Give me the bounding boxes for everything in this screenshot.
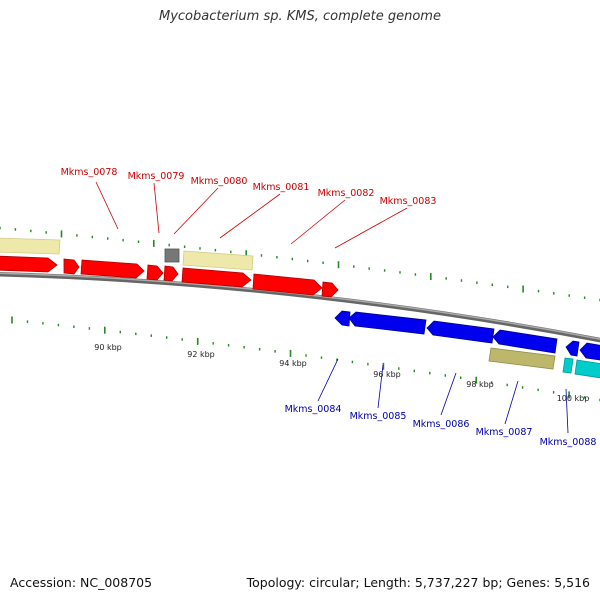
reverse-cds-track (334, 310, 600, 361)
reverse-gene-callout-line (504, 380, 519, 425)
scale-label-90kbp: 90 kbp (94, 343, 122, 352)
scale-label-100kbp: 100 kbp (557, 394, 590, 403)
gene-label-mkms-0082[interactable]: Mkms_0082 (318, 188, 375, 199)
forward-cds-arrow[interactable] (80, 259, 145, 279)
forward-cds-arrow[interactable] (0, 255, 58, 273)
rna-feature[interactable] (574, 359, 600, 379)
inner-tick-ring (11, 316, 600, 402)
reverse-cds-arrow[interactable] (334, 310, 351, 327)
forward-gene-callout-line (95, 181, 119, 230)
scale-label-94kbp: 94 kbp (279, 359, 307, 368)
reverse-gene-labels: Mkms_0084 Mkms_0085 Mkms_0086 Mkms_0087 … (285, 358, 597, 448)
gene-label-mkms-0080[interactable]: Mkms_0080 (191, 176, 248, 187)
gene-label-mkms-0084[interactable]: Mkms_0084 (285, 404, 342, 415)
reverse-gene-callout-line (317, 358, 339, 402)
rna-feature[interactable] (562, 357, 574, 374)
gene-label-mkms-0086[interactable]: Mkms_0086 (413, 419, 470, 430)
reverse-cds-arrow[interactable] (348, 311, 427, 335)
forward-cds-arrow[interactable] (63, 258, 80, 275)
gene-label-mkms-0083[interactable]: Mkms_0083 (380, 196, 437, 207)
gene-label-mkms-0078[interactable]: Mkms_0078 (61, 167, 118, 178)
reverse-gene-callout-line (440, 372, 457, 416)
forward-cds-track (0, 255, 339, 298)
forward-cds-arrow[interactable] (321, 281, 339, 298)
reverse-gene-callout-line (565, 388, 569, 434)
reverse-cds-arrow[interactable] (426, 320, 495, 344)
forward-gene-callout-line (290, 199, 346, 245)
accession-text: Accession: NC_008705 (10, 575, 153, 590)
unknown-feature[interactable] (164, 248, 180, 263)
reverse-cds-arrow[interactable] (565, 340, 580, 357)
scale-label-92kbp: 92 kbp (187, 350, 215, 359)
genome-backbone (0, 272, 600, 343)
forward-cds-arrow[interactable] (146, 264, 164, 281)
gene-label-mkms-0088[interactable]: Mkms_0088 (540, 437, 597, 448)
gene-label-mkms-0081[interactable]: Mkms_0081 (253, 182, 310, 193)
gene-label-mkms-0085[interactable]: Mkms_0085 (350, 411, 407, 422)
outer-tick-ring (0, 226, 600, 302)
gene-label-mkms-0079[interactable]: Mkms_0079 (128, 171, 185, 182)
scale-label-96kbp: 96 kbp (373, 370, 401, 379)
reverse-feature-khaki[interactable] (488, 347, 556, 370)
forward-feature-pale[interactable] (182, 250, 254, 271)
map-title: Mycobacterium sp. KMS, complete genome (159, 9, 441, 24)
reverse-gene-callout-line (377, 364, 384, 409)
forward-gene-callout-line (219, 193, 281, 239)
forward-gene-callout-line (153, 182, 160, 234)
forward-cds-arrow[interactable] (163, 265, 179, 282)
scale-label-98kbp: 98 kbp (466, 380, 494, 389)
reverse-cds-arrow[interactable] (492, 329, 558, 354)
forward-feature-pale[interactable] (0, 237, 61, 255)
reverse-cds-arrow[interactable] (579, 342, 600, 361)
forward-cds-arrow[interactable] (181, 267, 252, 288)
genome-stats-text: Topology: circular; Length: 5,737,227 bp… (246, 575, 590, 590)
forward-gene-callout-line (173, 187, 219, 235)
forward-gene-labels: Mkms_0078 Mkms_0079 Mkms_0080 Mkms_0081 … (61, 167, 437, 249)
forward-gene-callout-line (334, 207, 408, 249)
gene-label-mkms-0087[interactable]: Mkms_0087 (476, 427, 533, 438)
scale-labels: 90 kbp 92 kbp 94 kbp 96 kbp 98 kbp 100 k… (94, 343, 589, 403)
forward-cds-arrow[interactable] (252, 273, 323, 296)
